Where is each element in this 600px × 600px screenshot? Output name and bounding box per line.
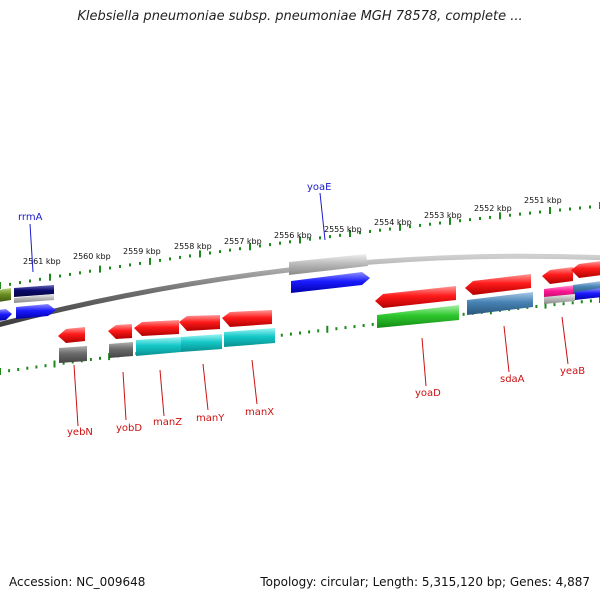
yebN-leader — [73, 364, 79, 427]
gene-manY-sub[interactable] — [181, 334, 222, 352]
scale-label: 2552 kbp — [474, 204, 512, 213]
scale-label: 2554 kbp — [374, 218, 412, 227]
scale-labels: 2561 kbp 2560 kbp 2559 kbp 2558 kbp 2557 kbp… — [23, 196, 562, 266]
gene-olive-arrow[interactable] — [0, 288, 11, 302]
gene-yeaB-sub-gray[interactable] — [544, 294, 575, 304]
gene-blue-arrow-center[interactable] — [291, 272, 370, 293]
gene-yoaD-arrow[interactable] — [375, 286, 456, 308]
gene-manX-arrow[interactable] — [222, 310, 272, 327]
scale-label: 2555 kbp — [324, 225, 362, 234]
gene-label-yebN[interactable]: yebN — [67, 427, 93, 438]
scale-label: 2560 kbp — [73, 252, 111, 261]
gene-sdaA-sub[interactable] — [467, 292, 533, 315]
gene-yobD-arrow[interactable] — [108, 324, 132, 339]
sdaA-leader — [503, 325, 510, 373]
gene-sdaA-arrow[interactable] — [465, 274, 531, 295]
manY-leader — [202, 363, 209, 411]
gene-label-yoaD[interactable]: yoaD — [415, 388, 441, 399]
manZ-leader — [159, 369, 165, 417]
gene-label-manZ[interactable]: manZ — [153, 417, 182, 428]
gene-label-sdaA[interactable]: sdaA — [500, 374, 525, 385]
yeaB-leader — [561, 316, 569, 365]
gene-yebN-arrow[interactable] — [58, 327, 85, 343]
gene-features — [0, 254, 600, 363]
scale-label: 2557 kbp — [224, 237, 262, 246]
yoaD-leader — [421, 337, 427, 387]
yobD-leader — [122, 371, 127, 421]
gene-label-manY[interactable]: manY — [196, 413, 225, 424]
accession-text: Accession: NC_009648 — [9, 575, 146, 589]
scale-label: 2559 kbp — [123, 247, 161, 256]
gene-label-yobD[interactable]: yobD — [116, 423, 142, 434]
gene-manY-arrow[interactable] — [179, 315, 220, 331]
gene-blue-arrow-left-a[interactable] — [0, 309, 12, 321]
gene-yoaE-arrow[interactable] — [289, 254, 368, 275]
gene-right-red-arrow[interactable] — [571, 261, 600, 278]
gene-manZ-sub[interactable] — [136, 337, 181, 356]
scale-label: 2553 kbp — [424, 211, 462, 220]
scale-label: 2551 kbp — [524, 196, 562, 205]
gene-manX-sub[interactable] — [224, 328, 275, 347]
yoaE-leader — [319, 192, 326, 241]
gene-blue-arrow-left-b[interactable] — [16, 304, 56, 319]
genome-title: Klebsiella pneumoniae subsp. pneumoniae … — [77, 9, 523, 24]
gene-rrmA-arrow[interactable] — [14, 285, 54, 297]
gene-yebN-sub[interactable] — [59, 346, 87, 363]
gene-label-yeaB[interactable]: yeaB — [560, 366, 585, 377]
gene-labels: rrmA yoaE yebN yobD manZ manY manX yoaD … — [18, 182, 585, 438]
gene-label-manX[interactable]: manX — [245, 407, 274, 418]
outer-scale-ticks — [0, 202, 600, 289]
manX-leader — [251, 359, 258, 405]
scale-label: 2561 kbp — [23, 257, 61, 266]
scale-label: 2556 kbp — [274, 231, 312, 240]
gene-manZ-arrow[interactable] — [134, 320, 179, 336]
gene-right-blue[interactable] — [575, 288, 600, 300]
scale-label: 2558 kbp — [174, 242, 212, 251]
gene-yobD-sub[interactable] — [109, 342, 133, 358]
gene-yoaD-sub[interactable] — [377, 305, 459, 328]
topology-text: Topology: circular; Length: 5,315,120 bp… — [260, 575, 590, 589]
gene-label-rrmA[interactable]: rrmA — [18, 212, 43, 223]
label-leaders — [29, 192, 569, 427]
rrmA-leader — [29, 223, 34, 273]
gene-yeaB-arrow[interactable] — [542, 267, 573, 284]
gene-gray-arrow-left[interactable] — [14, 294, 54, 303]
gene-label-yoaE[interactable]: yoaE — [307, 182, 331, 193]
